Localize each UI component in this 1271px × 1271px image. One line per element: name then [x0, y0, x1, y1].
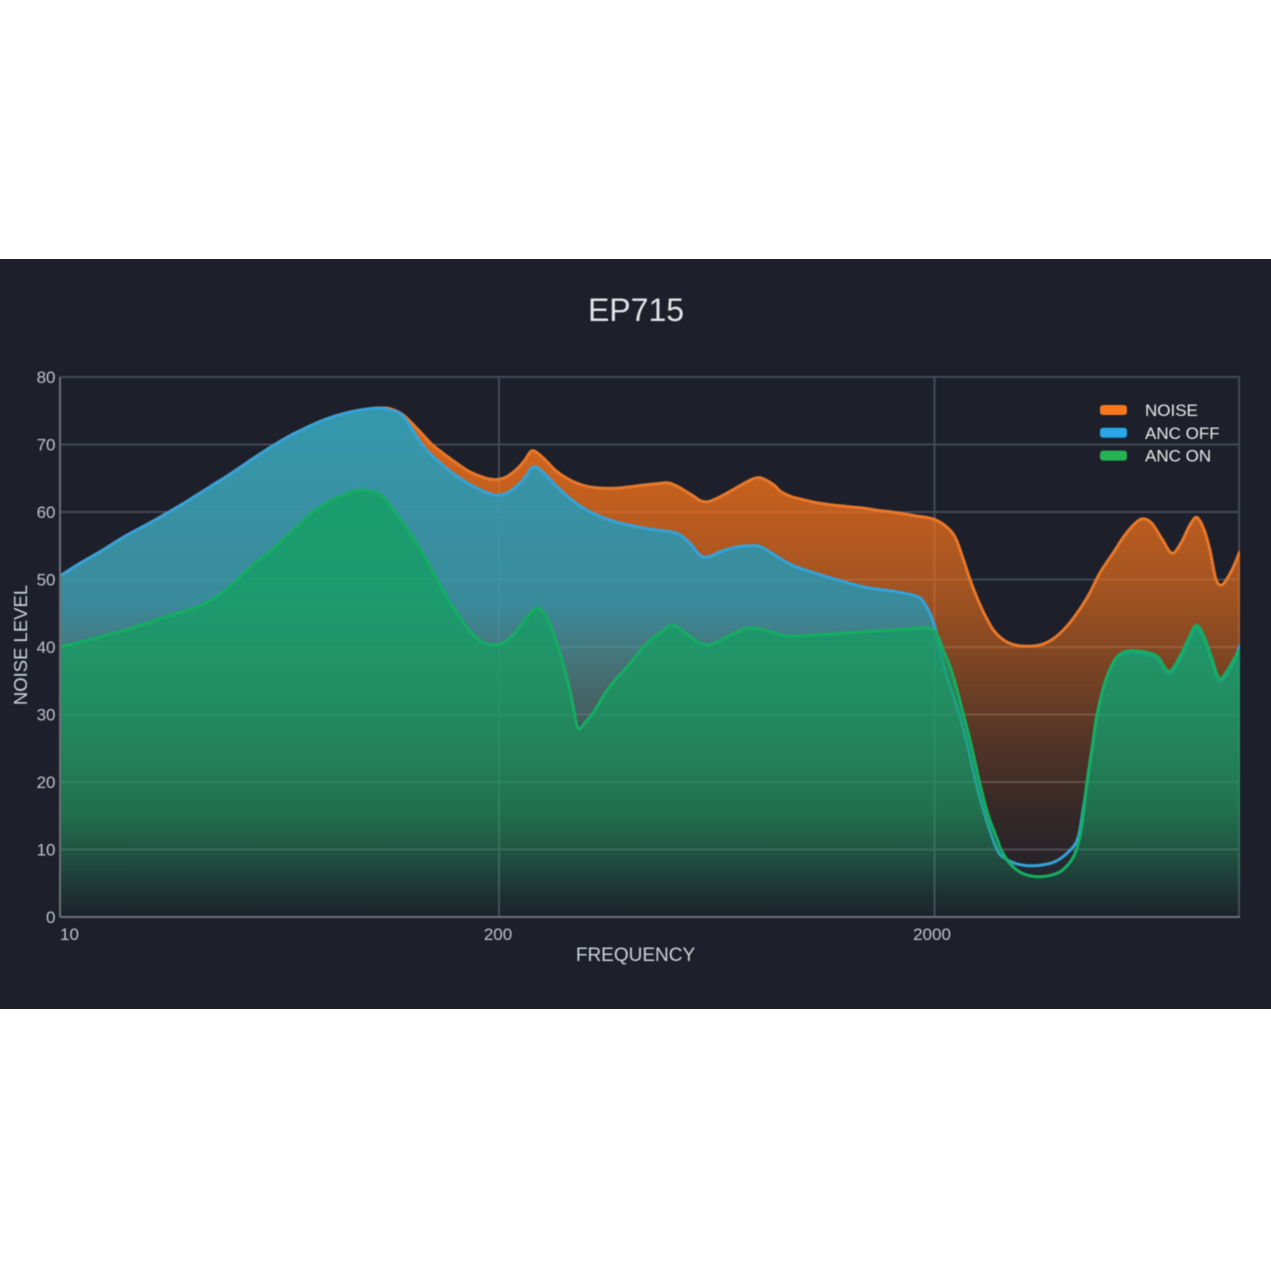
- svg-text:70: 70: [37, 436, 56, 455]
- svg-text:40: 40: [37, 638, 56, 657]
- svg-text:10: 10: [60, 925, 79, 944]
- svg-text:NOISE LEVEL: NOISE LEVEL: [10, 585, 31, 705]
- svg-text:80: 80: [37, 368, 56, 387]
- svg-text:FREQUENCY: FREQUENCY: [576, 945, 696, 966]
- svg-text:NOISE: NOISE: [1145, 401, 1198, 420]
- svg-text:50: 50: [37, 571, 56, 590]
- svg-text:2000: 2000: [913, 925, 951, 944]
- svg-text:30: 30: [37, 706, 56, 725]
- svg-text:EP715: EP715: [588, 292, 684, 328]
- svg-text:ANC OFF: ANC OFF: [1145, 424, 1220, 443]
- svg-text:ANC ON: ANC ON: [1145, 447, 1211, 466]
- svg-text:10: 10: [37, 841, 56, 860]
- svg-text:200: 200: [484, 925, 512, 944]
- svg-text:20: 20: [37, 773, 56, 792]
- svg-text:60: 60: [37, 503, 56, 522]
- svg-text:0: 0: [46, 908, 55, 927]
